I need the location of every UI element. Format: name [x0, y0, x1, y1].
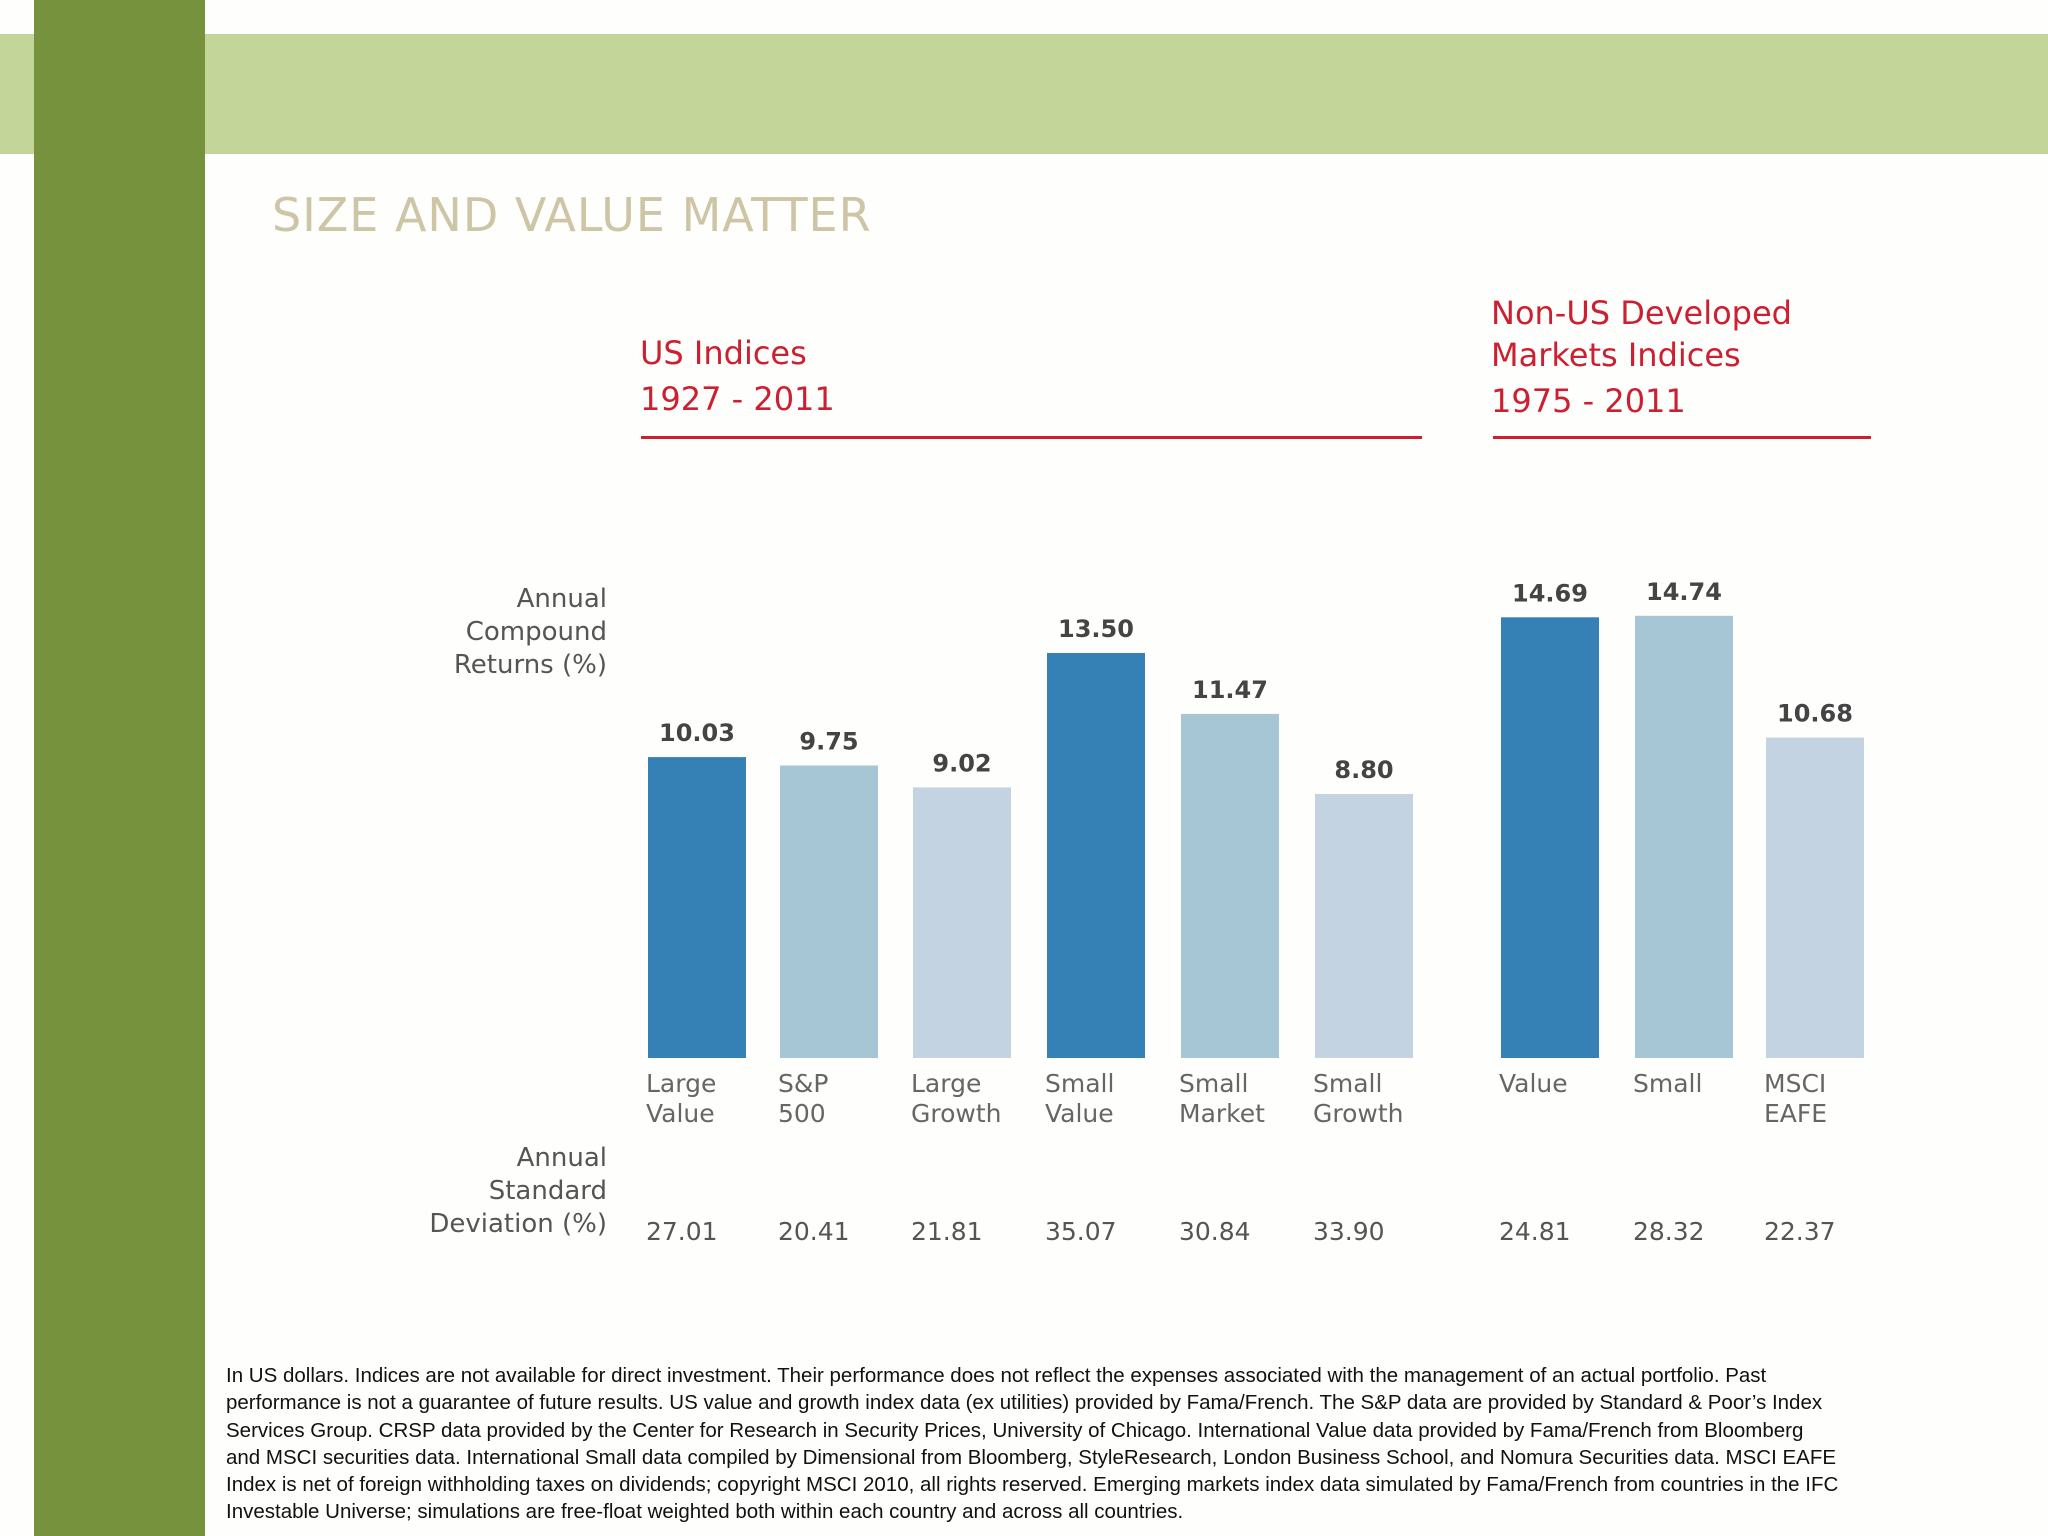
- category-label: Small: [1045, 1069, 1114, 1098]
- category-label: 500: [778, 1099, 826, 1128]
- category-label: Small: [1179, 1069, 1248, 1098]
- bar-value-label: 10.03: [659, 719, 735, 747]
- bar-value-label: 13.50: [1058, 615, 1134, 643]
- category-label: Large: [911, 1069, 981, 1098]
- footnote-line: Investable Universe; simulations are fre…: [226, 1500, 1184, 1524]
- std-dev-value: 35.07: [1045, 1217, 1117, 1246]
- bar: [780, 765, 878, 1058]
- category-label: S&P: [778, 1069, 828, 1098]
- footnote-line: performance is not a guarantee of future…: [226, 1391, 1823, 1415]
- bar-value-label: 10.68: [1777, 700, 1853, 728]
- group-rule-non-us: [1493, 436, 1871, 439]
- group-years: 1927 - 2011: [640, 380, 835, 418]
- category-label: EAFE: [1764, 1099, 1827, 1128]
- footnote-line: Index is net of foreign withholding taxe…: [226, 1473, 1839, 1497]
- group-title-line: Non-US Developed: [1491, 294, 1792, 332]
- bar: [1047, 653, 1145, 1058]
- category-label: Value: [646, 1099, 715, 1128]
- category-label: Small: [1313, 1069, 1382, 1098]
- category-label: MSCI: [1764, 1069, 1826, 1098]
- group-title-line: Markets Indices: [1491, 336, 1741, 374]
- bar-value-label: 14.69: [1512, 579, 1588, 607]
- label-line: Standard: [488, 1176, 607, 1206]
- std-dev-value: 21.81: [911, 1217, 983, 1246]
- group-rule-us: [641, 436, 1422, 439]
- std-dev-value: 30.84: [1179, 1217, 1251, 1246]
- footnote: In US dollars. Indices are not available…: [226, 1362, 2026, 1526]
- footnote-line: Services Group. CRSP data provided by th…: [226, 1418, 1804, 1442]
- header-band: [0, 34, 2048, 154]
- bar-value-label: 9.02: [932, 749, 991, 777]
- returns-row-label: Annual Compound Returns (%): [454, 583, 607, 682]
- bar-value-label: 11.47: [1192, 676, 1268, 704]
- footnote-line: and MSCI securities data. International …: [226, 1445, 1837, 1469]
- std-dev-value: 22.37: [1764, 1217, 1836, 1246]
- bar: [1501, 617, 1599, 1058]
- bar: [648, 757, 746, 1058]
- category-label: Small: [1633, 1069, 1702, 1098]
- bar: [1181, 713, 1279, 1058]
- category-label: Large: [646, 1069, 716, 1098]
- category-label: Market: [1179, 1099, 1265, 1128]
- std-dev-value: 28.32: [1633, 1217, 1705, 1246]
- std-dev-value: 20.41: [778, 1217, 850, 1246]
- bar: [1635, 615, 1733, 1058]
- group-title: US Indices: [640, 334, 807, 372]
- side-accent-bar: [34, 0, 205, 1536]
- label-line: Annual: [516, 1143, 607, 1173]
- bar-value-label: 8.80: [1334, 756, 1393, 784]
- std-dev-value: 33.90: [1313, 1217, 1385, 1246]
- label-line: Compound: [465, 617, 607, 647]
- std-dev-value: 24.81: [1499, 1217, 1571, 1246]
- std-dev-value: 27.01: [646, 1217, 718, 1246]
- footnote-line: In US dollars. Indices are not available…: [226, 1364, 1767, 1387]
- category-label: Growth: [911, 1099, 1002, 1128]
- category-label: Growth: [1313, 1099, 1404, 1128]
- page-title: SIZE AND VALUE MATTER: [272, 188, 872, 242]
- std-dev-row-label: Annual Standard Deviation (%): [429, 1142, 607, 1241]
- bar: [913, 787, 1011, 1058]
- group-header-us: US Indices 1927 - 2011: [640, 332, 835, 420]
- bar: [1315, 794, 1413, 1058]
- label-line: Returns (%): [453, 650, 607, 680]
- group-header-non-us: Non-US Developed Markets Indices 1975 - …: [1491, 292, 1792, 422]
- bar-value-label: 14.74: [1646, 578, 1722, 606]
- label-line: Annual: [516, 584, 607, 614]
- label-line: Deviation (%): [429, 1209, 607, 1239]
- category-label: Value: [1045, 1099, 1114, 1128]
- bar: [1766, 737, 1864, 1058]
- category-label: Value: [1499, 1069, 1568, 1098]
- group-years: 1975 - 2011: [1491, 382, 1686, 420]
- bar-value-label: 9.75: [799, 728, 858, 756]
